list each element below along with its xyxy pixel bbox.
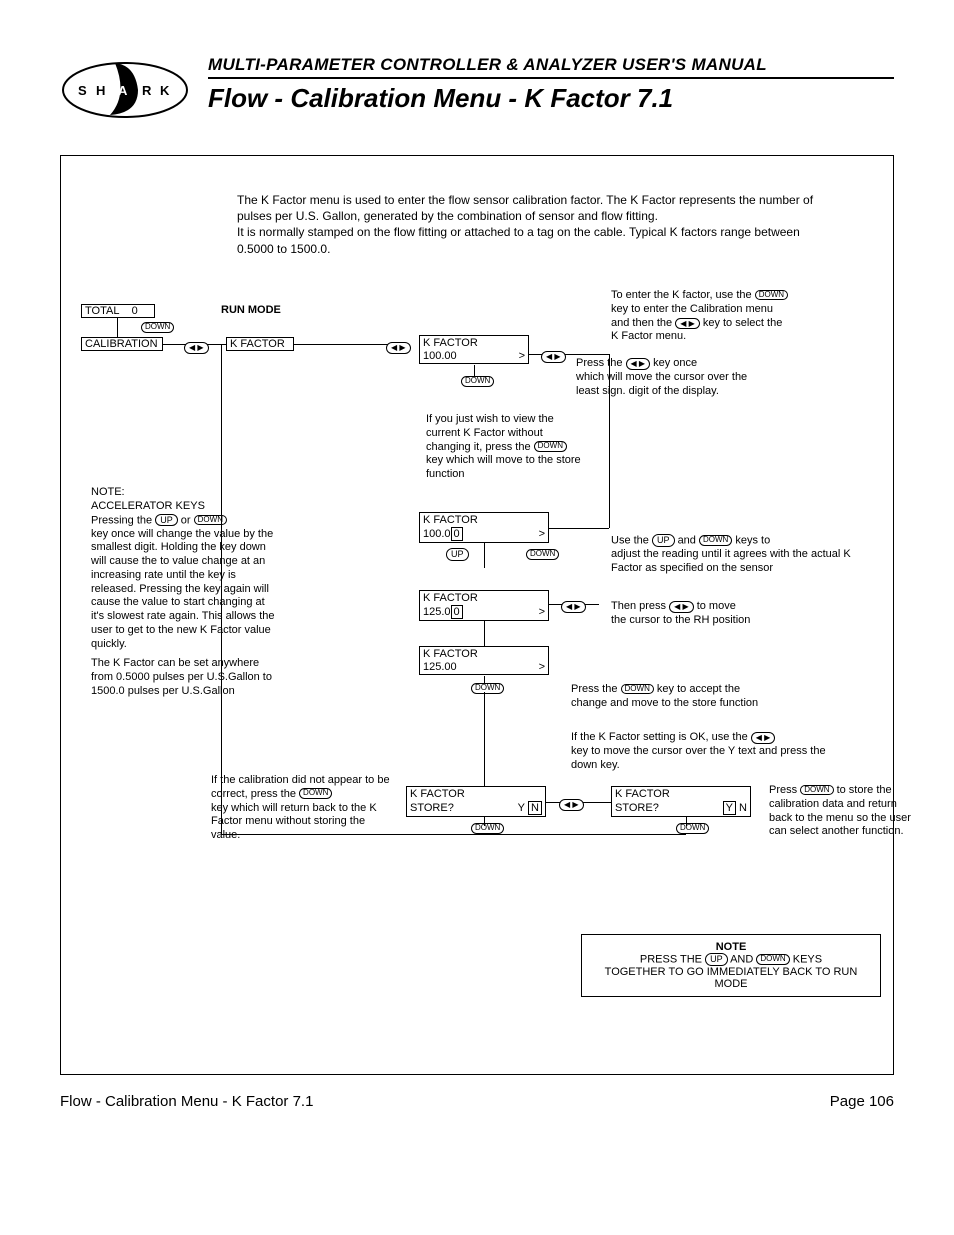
text-ok: If the K Factor setting is OK, use the ◀… (571, 731, 831, 772)
svg-text:A: A (118, 83, 128, 98)
lr-key-icon: ◀ ▶ (626, 358, 651, 370)
up-key-icon: UP (446, 548, 469, 561)
diagram-container: The K Factor menu is used to enter the f… (60, 155, 894, 1075)
lcd-store-y: K FACTOR STORE? Y N (611, 786, 751, 817)
down-key-icon: DOWN (471, 683, 504, 694)
footer-left: Flow - Calibration Menu - K Factor 7.1 (60, 1093, 313, 1110)
down-key-icon: DOWN (471, 823, 504, 834)
note-footer: NOTE PRESS THE UP AND DOWN KEYS TOGETHER… (581, 934, 881, 997)
down-key-icon: DOWN (141, 322, 174, 333)
text-accept: Press the DOWN key to accept the change … (571, 683, 831, 711)
text-then: Then press ◀ ▶ to move the cursor to the… (611, 600, 831, 628)
up-key-icon: UP (705, 953, 728, 966)
down-key-icon: DOWN (526, 549, 559, 560)
text-press: Press the ◀ ▶ key once which will move t… (576, 357, 766, 398)
svg-text:R: R (142, 83, 152, 98)
lr-key-icon: ◀ ▶ (751, 732, 776, 744)
lcd-kf-100-edit: K FACTOR 100.00> (419, 512, 549, 543)
intro-p1: The K Factor menu is used to enter the f… (237, 192, 831, 224)
down-key-icon: DOWN (534, 441, 567, 452)
footer-right: Page 106 (830, 1093, 894, 1110)
text-store: Press DOWN to store the calibration data… (769, 784, 919, 839)
text-enter: To enter the K factor, use the DOWN key … (611, 289, 851, 344)
down-key-icon: DOWN (756, 954, 789, 965)
down-key-icon: DOWN (621, 684, 654, 695)
down-key-icon: DOWN (755, 290, 788, 301)
lr-key-icon: ◀ ▶ (561, 601, 586, 613)
text-cancel: If the calibration did not appear to be … (211, 774, 396, 843)
shark-logo: S H A R K (60, 55, 190, 125)
down-key-icon: DOWN (699, 535, 732, 546)
page-footer: Flow - Calibration Menu - K Factor 7.1 P… (60, 1093, 894, 1110)
lcd-kf-125-edit: K FACTOR 125.00> (419, 590, 549, 621)
svg-text:S: S (78, 83, 87, 98)
lcd-calibration: CALIBRATION (81, 337, 163, 351)
lr-key-icon: ◀ ▶ (559, 799, 584, 811)
lr-key-icon: ◀ ▶ (386, 342, 411, 354)
lr-key-icon: ◀ ▶ (669, 601, 694, 613)
runmode-label: RUN MODE (221, 304, 281, 316)
lcd-kf-125: K FACTOR 125.00> (419, 646, 549, 675)
lcd-total: TOTAL 0 (81, 304, 155, 318)
chapter-title: Flow - Calibration Menu - K Factor 7.1 (208, 83, 894, 114)
text-view: If you just wish to view the current K F… (426, 413, 581, 482)
intro-p2: It is normally stamped on the flow fitti… (237, 224, 831, 256)
up-key-icon: UP (652, 534, 675, 547)
svg-text:K: K (160, 83, 170, 98)
lr-key-icon: ◀ ▶ (675, 318, 700, 330)
header-rule (208, 77, 894, 79)
down-key-icon: DOWN (299, 788, 332, 799)
lcd-kf-100: K FACTOR 100.00> (419, 335, 529, 364)
page: S H A R K MULTI-PARAMETER CONTROLLER & A… (0, 0, 954, 1150)
down-key-icon: DOWN (676, 823, 709, 834)
manual-title: MULTI-PARAMETER CONTROLLER & ANALYZER US… (208, 55, 894, 75)
lcd-store-n: K FACTOR STORE? Y N (406, 786, 546, 817)
lr-key-icon: ◀ ▶ (184, 342, 209, 354)
header: S H A R K MULTI-PARAMETER CONTROLLER & A… (60, 55, 894, 125)
intro-text: The K Factor menu is used to enter the f… (231, 186, 837, 261)
lr-key-icon: ◀ ▶ (541, 351, 566, 363)
lcd-kfactor-menu: K FACTOR (226, 337, 294, 351)
down-key-icon: DOWN (800, 785, 833, 796)
up-key-icon: UP (155, 514, 178, 527)
note-accelerator: NOTE: ACCELERATOR KEYS Pressing the UP o… (91, 486, 279, 699)
down-key-icon: DOWN (461, 376, 494, 387)
text-use: Use the UP and DOWN keys to adjust the r… (611, 534, 851, 576)
svg-text:H: H (96, 83, 105, 98)
